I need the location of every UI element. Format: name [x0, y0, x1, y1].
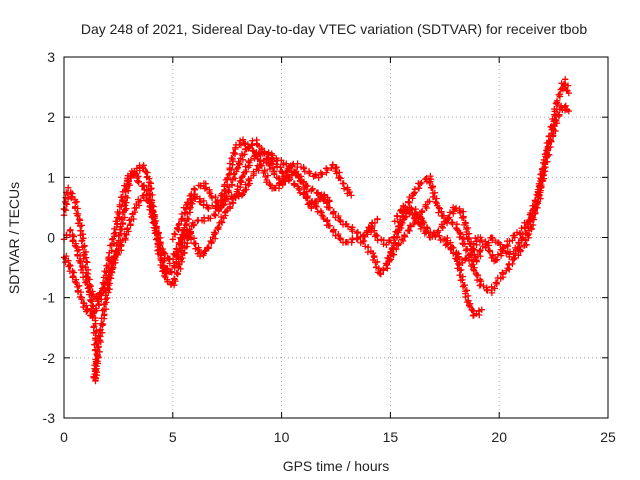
x-tick-label: 25	[600, 429, 616, 445]
x-axis-label: GPS time / hours	[283, 458, 390, 474]
y-tick-label: -1	[43, 290, 56, 306]
y-tick-label: 3	[47, 49, 55, 65]
tick-labels: 0 5 10 15 20 25 -3 -2 -1 0 1 2 3	[43, 49, 616, 445]
marker-path	[382, 76, 573, 297]
chart-title: Day 248 of 2021, Sidereal Day-to-day VTE…	[81, 21, 588, 37]
x-tick-label: 10	[274, 429, 290, 445]
x-tick-label: 0	[60, 429, 68, 445]
marker-path	[441, 168, 547, 266]
y-tick-label: 0	[47, 230, 55, 246]
y-tick-label: 2	[47, 109, 55, 125]
x-tick-label: 15	[383, 429, 399, 445]
y-tick-label: -2	[43, 350, 56, 366]
series-sat-track-e	[382, 76, 573, 297]
series-sat-track-h	[441, 168, 547, 266]
y-axis-label: SDTVAR / TECUs	[6, 182, 22, 294]
plot-frame	[63, 56, 609, 419]
plot-area	[60, 76, 573, 385]
y-tick-label: 1	[47, 169, 55, 185]
data-markers	[60, 76, 573, 385]
marker-path	[169, 136, 355, 243]
x-tick-label: 20	[491, 429, 507, 445]
y-tick-label: -3	[43, 410, 56, 426]
x-tick-label: 5	[169, 429, 177, 445]
series-sat-track-d	[169, 136, 355, 243]
